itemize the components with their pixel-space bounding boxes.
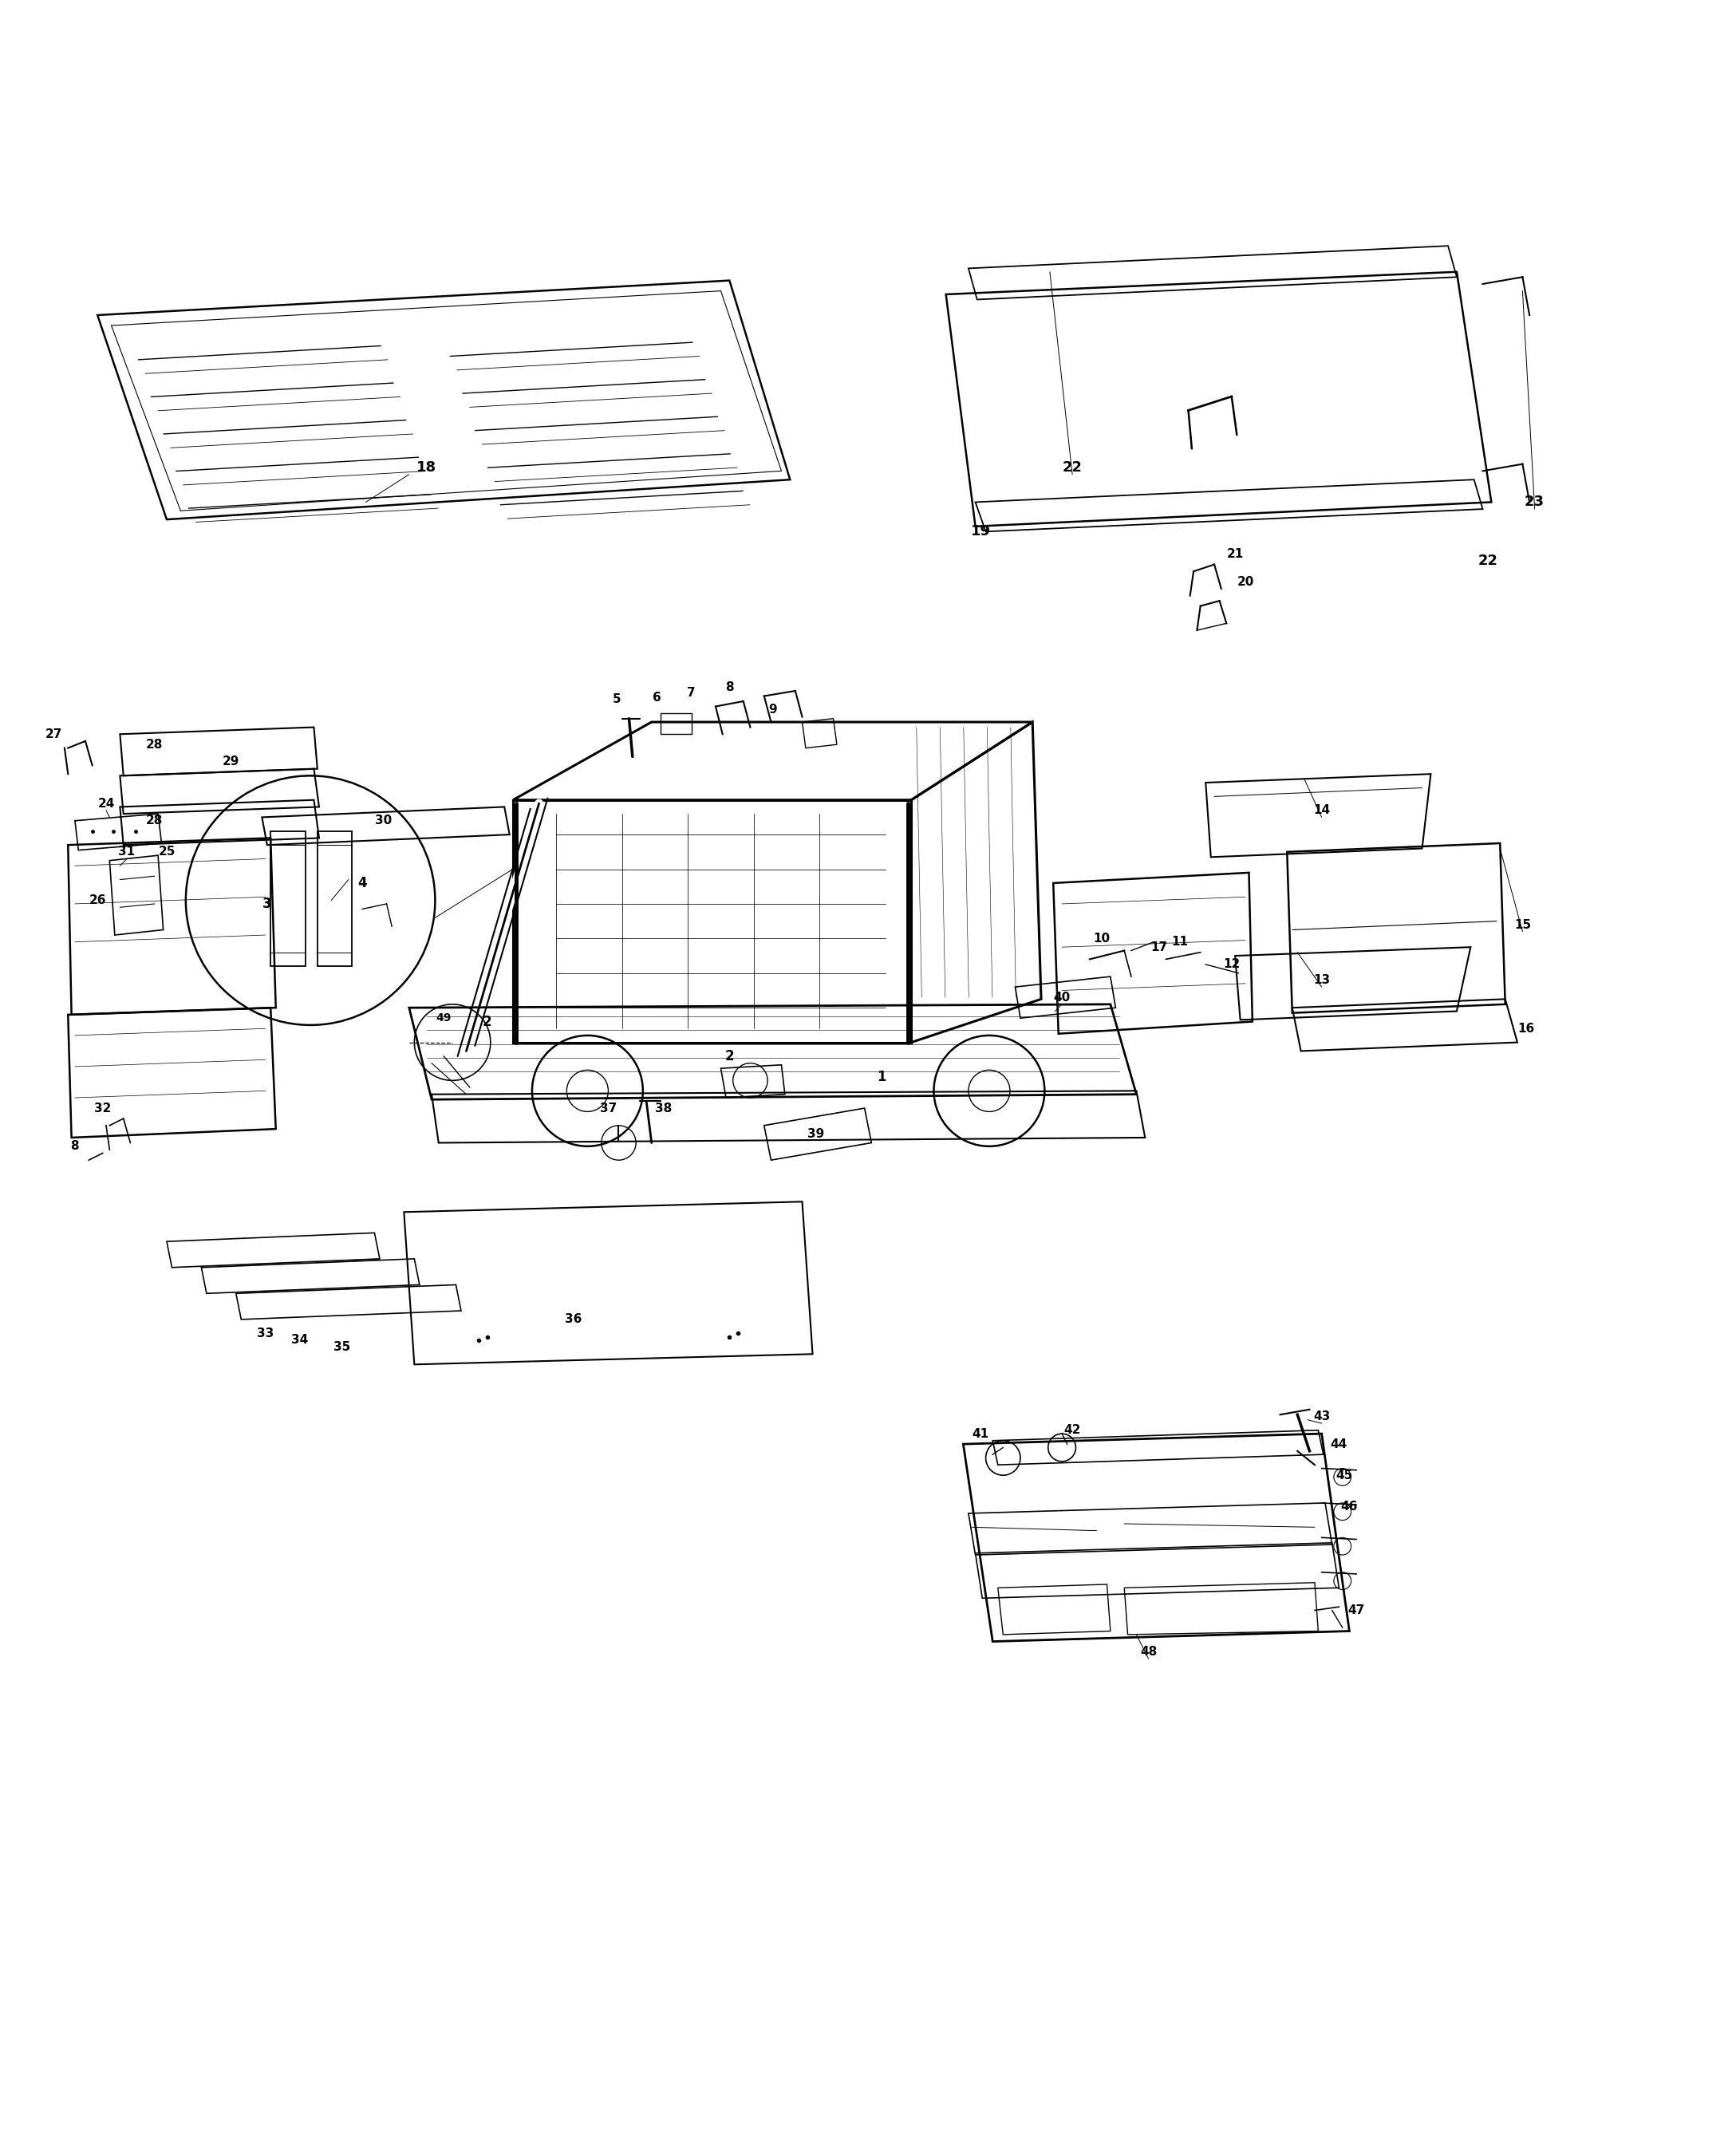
Text: 29: 29 <box>222 756 240 767</box>
Text: 44: 44 <box>1330 1439 1347 1450</box>
Text: 3: 3 <box>262 896 273 911</box>
Text: 28: 28 <box>146 739 163 750</box>
Text: 25: 25 <box>158 847 175 857</box>
Text: 22: 22 <box>1062 461 1082 474</box>
Text: 24: 24 <box>97 797 115 810</box>
Text: 48: 48 <box>1141 1646 1156 1659</box>
Text: 8: 8 <box>71 1139 80 1152</box>
Text: 45: 45 <box>1335 1469 1352 1482</box>
Text: 38: 38 <box>654 1103 672 1114</box>
Text: 33: 33 <box>257 1327 274 1340</box>
Text: 12: 12 <box>1224 959 1240 971</box>
Text: 31: 31 <box>118 847 135 857</box>
Text: 27: 27 <box>45 728 62 741</box>
Text: 23: 23 <box>1524 495 1545 508</box>
Text: 19: 19 <box>970 523 991 538</box>
Text: 32: 32 <box>94 1103 111 1114</box>
Text: 26: 26 <box>89 894 106 907</box>
Text: 16: 16 <box>1517 1023 1535 1034</box>
Text: 47: 47 <box>1347 1605 1364 1616</box>
Text: 36: 36 <box>566 1314 582 1325</box>
Text: 37: 37 <box>601 1103 616 1114</box>
Text: 21: 21 <box>1227 547 1243 560</box>
Text: 9: 9 <box>769 704 778 715</box>
Text: 42: 42 <box>1064 1424 1082 1437</box>
Text: 28: 28 <box>146 814 163 827</box>
Text: 17: 17 <box>1151 941 1167 952</box>
Text: 11: 11 <box>1172 937 1187 948</box>
Text: 30: 30 <box>375 814 392 827</box>
Text: 35: 35 <box>333 1342 351 1353</box>
Text: 20: 20 <box>1238 575 1253 588</box>
Text: 43: 43 <box>1312 1411 1330 1422</box>
Text: 6: 6 <box>653 691 661 704</box>
Text: 1: 1 <box>877 1071 887 1083</box>
Text: 13: 13 <box>1312 974 1330 987</box>
Text: 41: 41 <box>972 1428 990 1439</box>
Text: 7: 7 <box>687 687 696 698</box>
Text: 15: 15 <box>1514 918 1531 931</box>
Text: 46: 46 <box>1340 1501 1358 1512</box>
Text: 8: 8 <box>726 681 734 694</box>
Text: 34: 34 <box>292 1333 309 1346</box>
Text: 39: 39 <box>807 1129 825 1139</box>
Text: 10: 10 <box>1094 933 1111 943</box>
Text: 5: 5 <box>613 694 621 707</box>
Text: 14: 14 <box>1312 803 1330 816</box>
Text: 22: 22 <box>1477 554 1498 569</box>
Text: 49: 49 <box>436 1012 451 1023</box>
Text: 2: 2 <box>483 1015 491 1030</box>
Text: 18: 18 <box>417 461 436 474</box>
Text: 2: 2 <box>726 1049 734 1064</box>
Text: 4: 4 <box>358 877 366 890</box>
Text: 40: 40 <box>1054 991 1071 1004</box>
